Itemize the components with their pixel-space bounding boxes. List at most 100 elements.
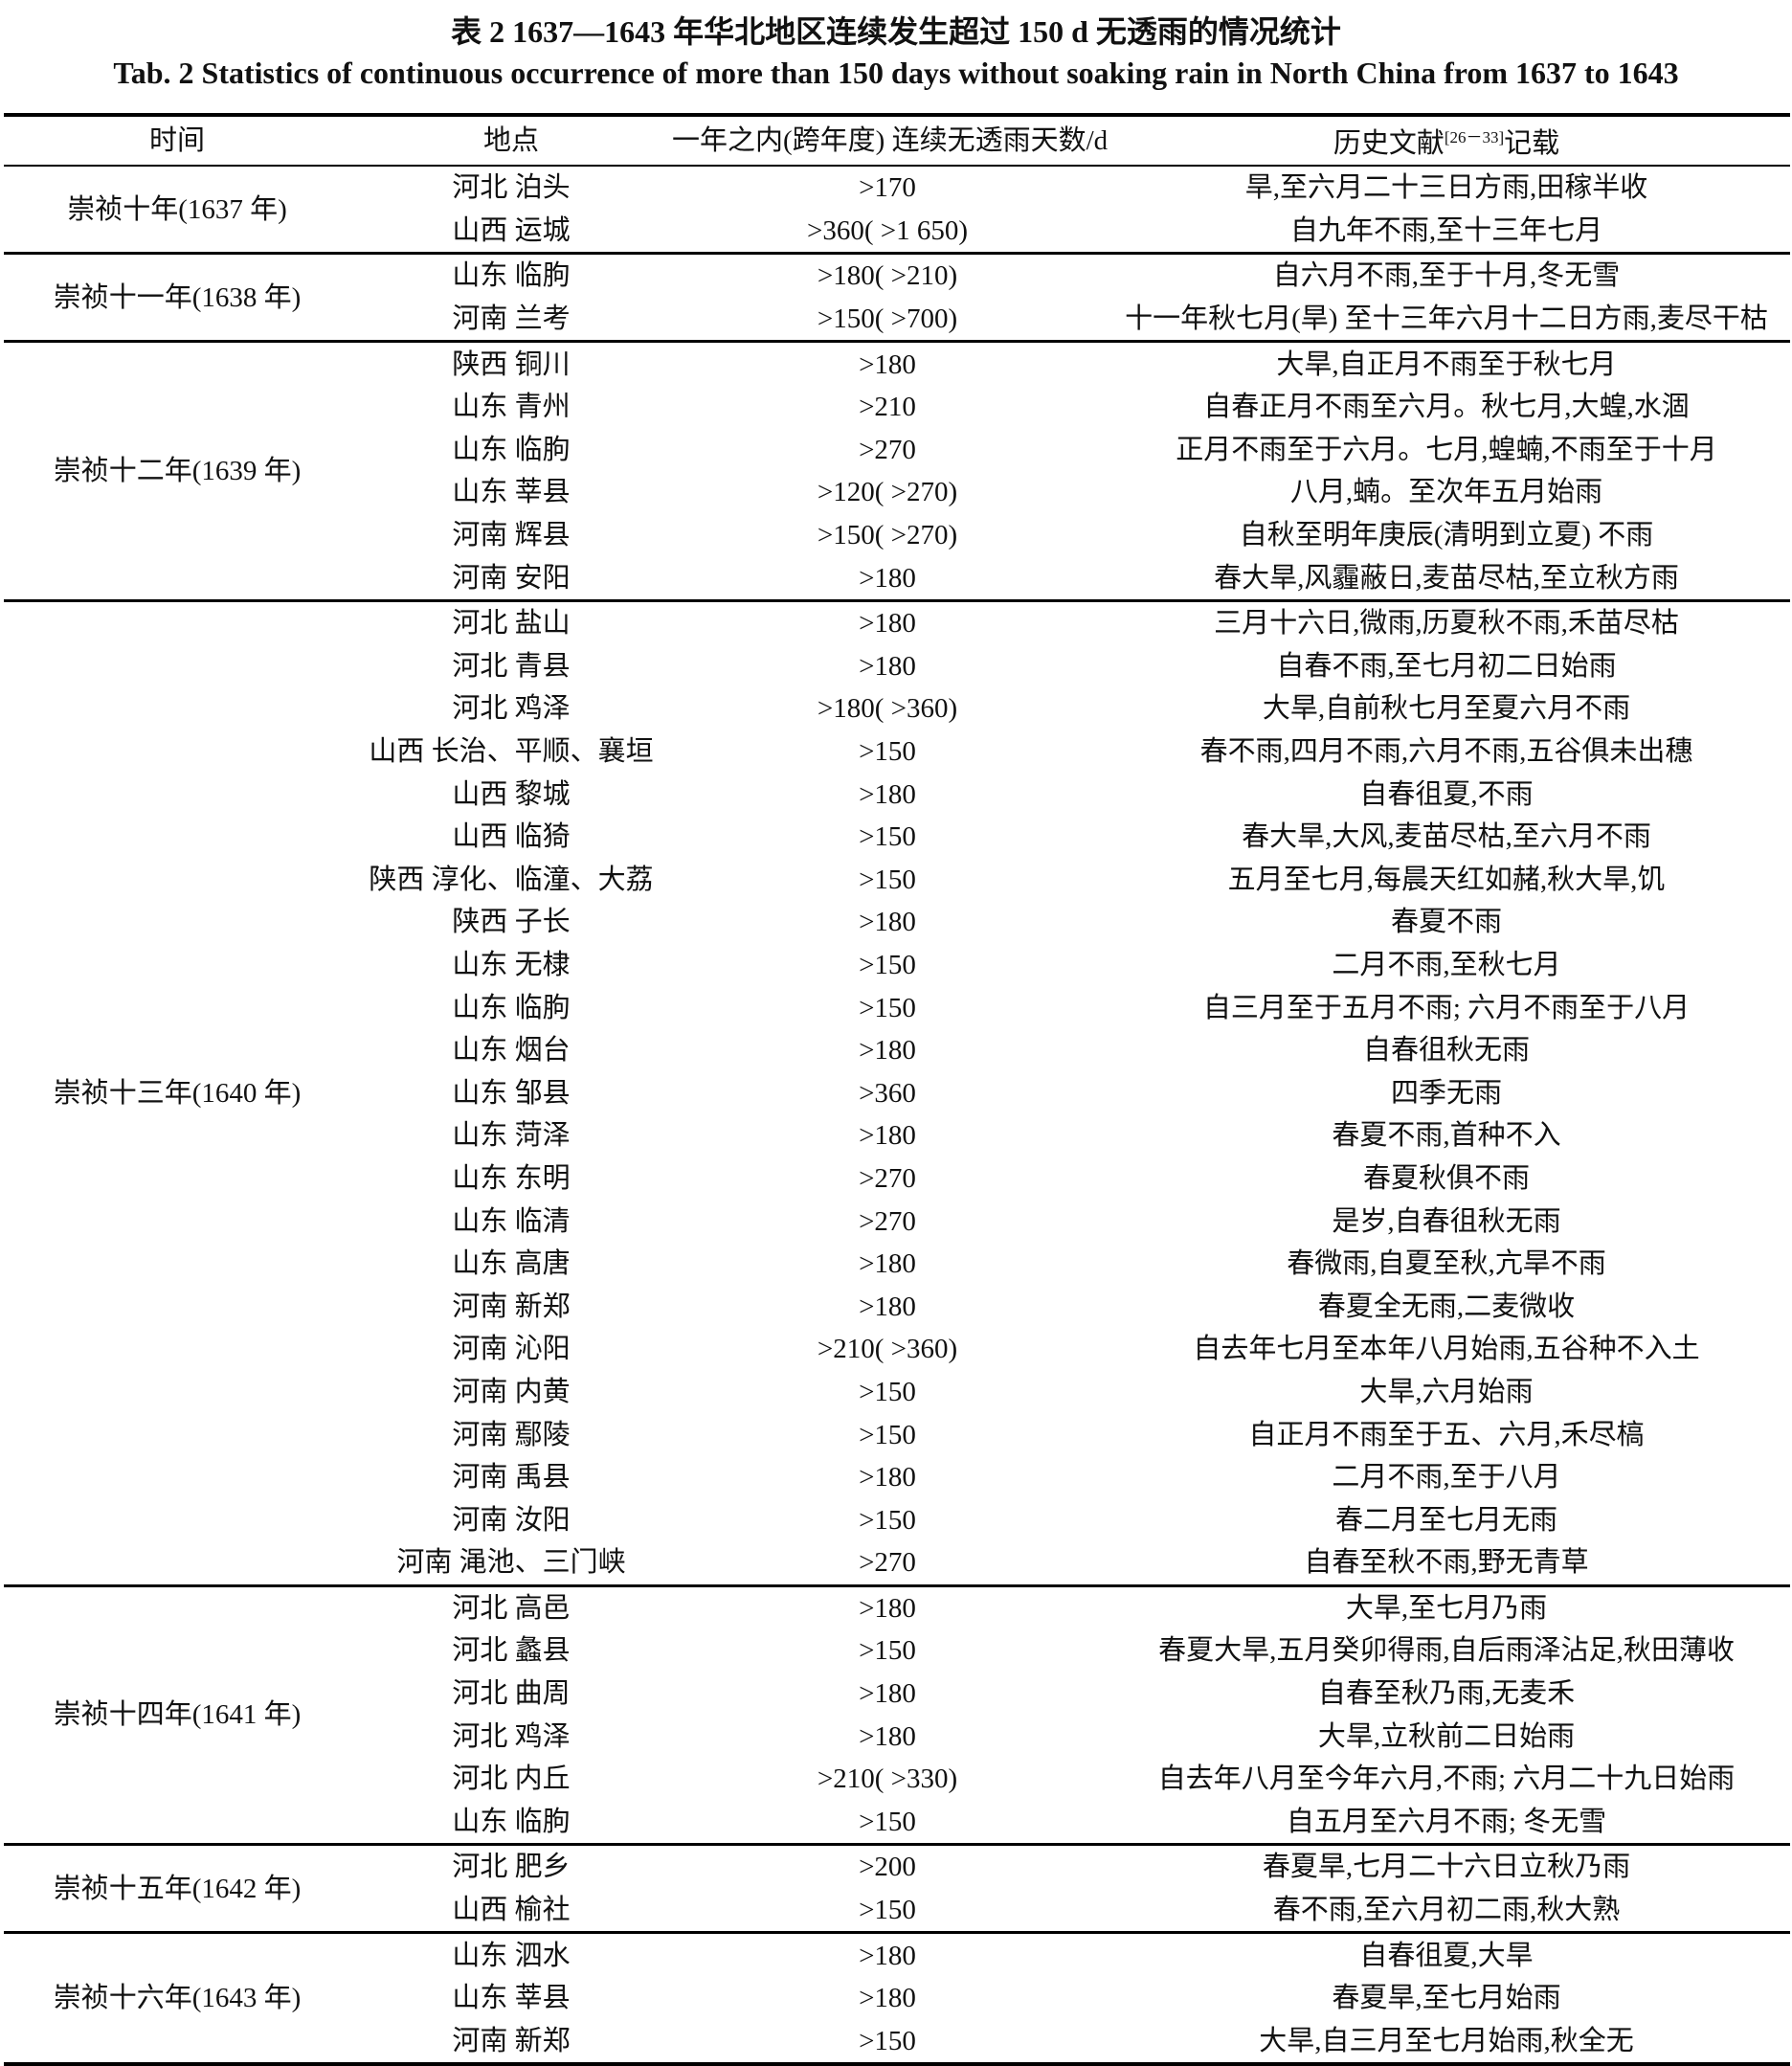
cell-record: 二月不雨,至于八月 [1332,1462,1561,1493]
cell-record: 自春至秋乃雨,无麦禾 [1317,1678,1576,1710]
cell-days: >150 [859,821,916,853]
table-row: 山西 长治、平顺、襄垣 >150 春不雨,四月不雨,六月不雨,五谷俱未出穗 [4,730,1790,774]
cell-record: 八月,蝻。至次年五月始雨 [1289,477,1603,508]
cell-place: 河北 肥乡 [350,1843,672,1889]
table-row: 崇祯十一年(1638 年) 山东 临朐 >180( >210) 自六月不雨,至于十月,… [4,252,1790,342]
cell-record: 五月至七月,每晨天红如赭,秋大旱,饥 [1227,864,1666,895]
table-row: 山东 临清 >270 是岁,自春徂秋无雨 [4,1200,1790,1243]
cell-record: 春夏全无雨,二麦微收 [1317,1291,1576,1322]
header-row: 时间 地点 一年之内(跨年度) 连续无透雨天数/d 历史文献[26－33]记载 [4,115,1790,167]
cell-days: >180 [672,340,1103,386]
table-row: 山东 东明 >270 春夏秋俱不雨 [4,1157,1790,1201]
cell-record: 四季无雨 [1390,1077,1502,1109]
cell-record: 三月十六日,微雨,历夏秋不雨,禾苗尽枯 [1103,598,1790,645]
cell-days: >150 [859,1635,916,1667]
cell-record: 自秋至明年庚辰(清明到立夏) 不雨 [1239,520,1654,551]
cell-record: 自春正月不雨至六月。秋七月,大蝗,水涸 [1203,392,1690,423]
cell-place: 山东 临朐 [452,992,571,1023]
cell-record: 自五月至六月不雨; 冬无雪 [1286,1806,1607,1837]
cell-days: >150 [859,992,916,1023]
cell-days: >180 [859,907,916,938]
table-row: 崇祯十六年(1643 年) 山东 泗水 >180 自春徂夏,大旱 [4,1931,1790,2065]
cell-record: 是岁,自春徂秋无雨 [1332,1205,1561,1237]
cell-place: 山东 无棣 [452,949,571,980]
cell-place: 河北 盐山 [350,598,672,645]
cell-time: 崇祯十四年(1641 年) [4,1583,350,1845]
cell-days: >180 [672,1931,1103,1977]
cell-record: 大旱,自三月至七月始雨,秋全无 [1259,2025,1634,2056]
table-row: 河南 新郑 >180 春夏全无雨,二麦微收 [4,1285,1790,1328]
cell-record: 自春不雨,至七月初二日始雨 [1276,650,1617,682]
table-row: 崇祯十三年(1640 年) 河北 盐山 >180 三月十六日,微雨,历夏秋不雨,禾苗尽… [4,598,1790,1586]
cell-place: 河南 汝阳 [452,1504,571,1536]
cell-days: >210 [859,392,916,423]
drought-statistics-table: 时间 地点 一年之内(跨年度) 连续无透雨天数/d 历史文献[26－33]记载 … [4,113,1790,2066]
cell-place: 山东 莘县 [452,477,571,508]
cell-days: >150 [859,2025,916,2056]
cell-place: 河南 沁阳 [452,1334,571,1365]
header-record-suffix: 记载 [1504,128,1560,159]
table-row: 河北 青县 >180 自春不雨,至七月初二日始雨 [4,645,1790,688]
table-row: 河南 兰考 >150( >700) 十一年秋七月(旱) 至十三年六月十二日方雨,麦尽… [4,298,1790,342]
table-row: 山西 临猗 >150 春大旱,大风,麦苗尽枯,至六月不雨 [4,816,1790,859]
cell-record: 大旱,立秋前二日始雨 [1317,1720,1576,1752]
cell-days: >150 [859,1376,916,1407]
table-row: 崇祯十五年(1642 年) 河北 肥乡 >200 春夏旱,七月二十六日立秋乃雨 [4,1843,1790,1933]
cell-days: >150 [859,864,916,895]
cell-record: 十一年秋七月(旱) 至十三年六月十二日方雨,麦尽干枯 [1125,303,1768,335]
cell-place: 河南 内黄 [452,1376,571,1407]
cell-place: 山东 临朐 [452,434,571,465]
table-row: 山西 黎城 >180 自春徂夏,不雨 [4,773,1790,816]
cell-days: >150( >270) [817,520,958,551]
cell-place: 山东 烟台 [452,1035,571,1067]
table-title-chinese: 表 2 1637—1643 年华北地区连续发生超过 150 d 无透雨的情况统计 [451,14,1341,49]
table-row: 河北 蠡县 >150 春夏大旱,五月癸卯得雨,自后雨泽沾足,秋田薄收 [4,1629,1790,1673]
cell-place: 陕西 铜川 [350,340,672,386]
cell-place: 河南 新郑 [452,1291,571,1322]
cell-days: >150( >700) [817,303,958,335]
cell-record: 春微雨,自夏至秋,亢旱不雨 [1287,1248,1606,1280]
cell-record: 春夏不雨 [1390,907,1502,938]
cell-days: >150 [859,1895,916,1926]
cell-days: >180 [672,1583,1103,1630]
cell-record: 春大旱,大风,麦苗尽枯,至六月不雨 [1242,821,1651,853]
cell-place: 河南 禹县 [452,1462,571,1493]
cell-days: >150 [859,949,916,980]
table-row: 山东 青州 >210 自春正月不雨至六月。秋七月,大蝗,水涸 [4,386,1790,429]
cell-days: >180 [859,1983,916,2014]
cell-days: >180 [859,1120,916,1152]
table-row: 河南 安阳 >180 春大旱,风霾蔽日,麦苗尽枯,至立秋方雨 [4,556,1790,600]
cell-record: 春夏旱,七月二十六日立秋乃雨 [1103,1843,1790,1889]
cell-record: 春大旱,风霾蔽日,麦苗尽枯,至立秋方雨 [1214,562,1679,594]
cell-record: 自正月不雨至于五、六月,禾尽槁 [1248,1419,1645,1450]
cell-days: >360( >1 650) [806,214,969,246]
table-row: 山东 烟台 >180 自春徂秋无雨 [4,1029,1790,1072]
cell-place: 山西 榆社 [452,1895,571,1926]
cell-days: >150 [859,736,916,768]
cell-record: 二月不雨,至秋七月 [1332,949,1561,980]
cell-days: >270 [859,434,916,465]
cell-place: 河南 新郑 [452,2025,571,2056]
cell-record: 春夏大旱,五月癸卯得雨,自后雨泽沾足,秋田薄收 [1158,1635,1735,1667]
table-row: 崇祯十二年(1639 年) 陕西 铜川 >180 大旱,自正月不雨至于秋七月 [4,340,1790,601]
table-row: 山东 莘县 >180 春夏旱,至七月始雨 [4,1977,1790,2020]
cell-record: 春不雨,四月不雨,六月不雨,五谷俱未出穗 [1199,736,1693,768]
table-row: 陕西 淳化、临潼、大荔 >150 五月至七月,每晨天红如赭,秋大旱,饥 [4,859,1790,902]
cell-days: >170 [859,172,916,204]
table-row: 河南 沁阳 >210( >360) 自去年七月至本年八月始雨,五谷种不入土 [4,1328,1790,1371]
cell-time: 崇祯十六年(1643 年) [4,1931,350,2065]
cell-days: >270 [859,1162,916,1194]
cell-record: 自去年八月至今年六月,不雨; 六月二十九日始雨 [1157,1763,1736,1795]
cell-days: >180 [859,1462,916,1493]
table-row: 河南 鄢陵 >150 自正月不雨至于五、六月,禾尽槁 [4,1413,1790,1456]
table-row: 山东 高唐 >180 春微雨,自夏至秋,亢旱不雨 [4,1243,1790,1286]
cell-place: 山东 临朐 [452,1806,571,1837]
cell-place: 山东 高唐 [452,1248,571,1280]
cell-time: 崇祯十一年(1638 年) [4,252,350,342]
cell-record: 正月不雨至于六月。七月,蝗蝻,不雨至于十月 [1176,434,1717,465]
cell-place: 河北 高邑 [350,1583,672,1630]
cell-place: 山东 东明 [452,1162,571,1194]
header-days: 一年之内(跨年度) 连续无透雨天数/d [672,115,1108,167]
cell-days: >180 [672,598,1103,645]
cell-days: >270 [859,1205,916,1237]
